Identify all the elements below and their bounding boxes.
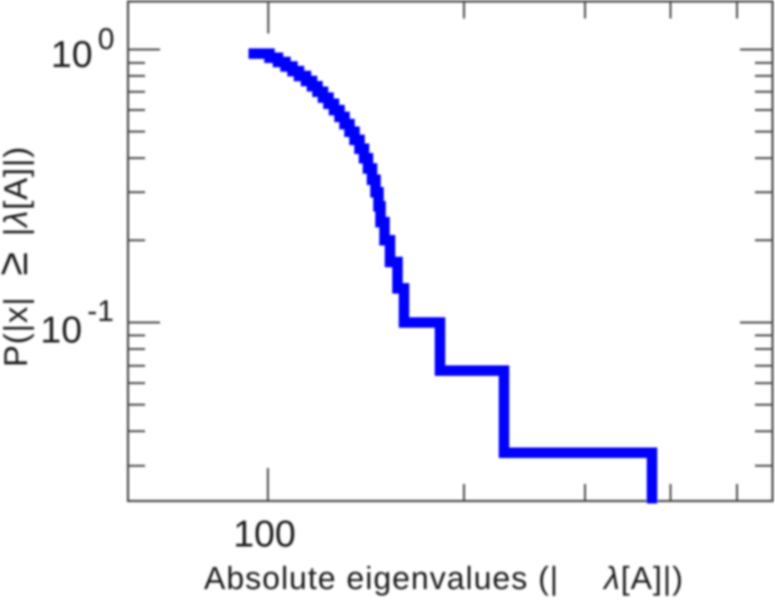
svg-text:100: 100 <box>233 513 296 555</box>
svg-text:λ[A]|): λ[A]|) <box>602 560 684 596</box>
svg-text:0: 0 <box>98 23 115 56</box>
svg-text:-1: -1 <box>87 295 114 328</box>
svg-text:10: 10 <box>51 33 93 75</box>
svg-text:Absolute eigenvalues (|: Absolute eigenvalues (| <box>204 560 559 596</box>
svg-text:10: 10 <box>40 309 82 351</box>
svg-text:P(|x| ≥ |λ[A]|): P(|x| ≥ |λ[A]|) <box>0 146 37 367</box>
